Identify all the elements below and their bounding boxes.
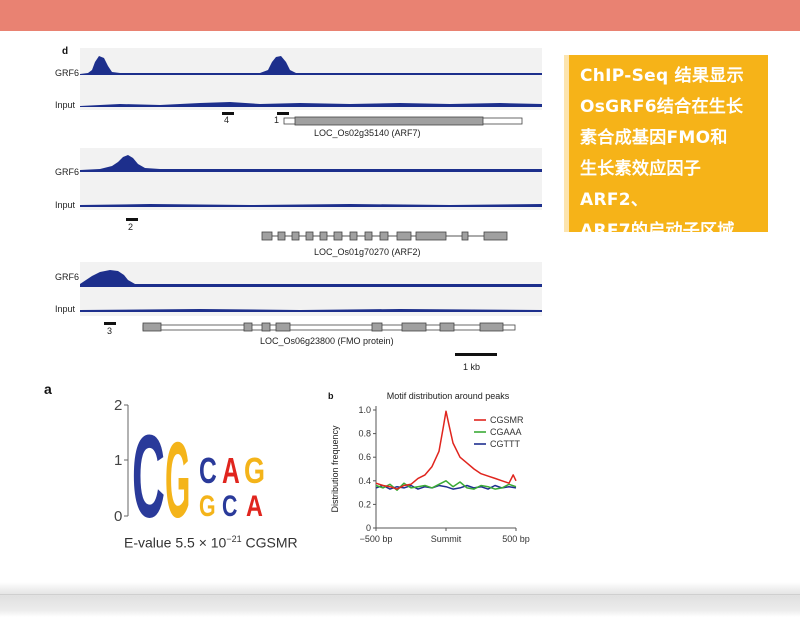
gene-fmo-body [142,324,516,331]
logo-letter-pos1: C [132,410,165,542]
motif-distribution-chart: Motif distribution around peaks Distribu… [330,391,530,544]
top-banner [0,0,800,31]
track3-input-label: Input [55,304,76,314]
track2-chip-signal [80,155,542,172]
sequence-logo: 2 1 0 C G C G A C G A [114,397,265,542]
legend-label-cgsmr: CGSMR [490,415,524,425]
legend-label-cgttt: CGTTT [490,439,520,449]
chart-title: Motif distribution around peaks [387,391,510,401]
logo-letter-pos4-top: A [222,450,240,491]
callout-line: ARF7的启动子区域 [580,221,735,241]
logo-letter-pos3-top: C [199,450,217,491]
chart-axes: 0 0.2 0.4 0.6 0.8 1.0 −500 bp Summit 500 bp [358,405,529,544]
binding-site-bar [126,218,138,221]
track1-input-signal [80,102,542,107]
logo-ytick-label: 0 [114,508,122,525]
series-line-cgsmr [375,410,517,490]
chart-y-tick-label: 0 [366,523,371,533]
evalue-prefix: E-value 5.5 × 10 [124,534,227,551]
scale-bar [455,353,497,356]
chart-y-tick-label: 0.8 [358,429,371,439]
logo-letter-pos2: G [165,420,190,540]
gene-arf7-exon [294,116,484,126]
chipseq-tracks [80,48,542,356]
callout-line: ChIP-Seq 结果显示 [580,66,744,86]
track2-background [80,148,542,210]
binding-site-bar [104,322,116,325]
site-label: 2 [128,222,134,232]
track1-chip-label: GRF6 [55,68,80,78]
gene-label-arf2: LOC_Os01g70270 (ARF2) [314,247,421,257]
track3-background [80,262,542,316]
footer-divider [0,594,800,595]
binding-site-bar [277,112,289,115]
callout-text: ChIP-Seq 结果显示 OsGRF6结合在生长 素合成基因FMO和 生长素效… [580,61,758,247]
logo-letter-pos5-top: G [244,450,265,491]
gene-label-fmo: LOC_Os06g23800 (FMO protein) [260,336,394,346]
footer-shadow [0,582,800,617]
track2-chip-label: GRF6 [55,167,80,177]
chart-x-tick-label: −500 bp [360,534,393,544]
chart-y-tick-label: 1.0 [358,405,371,415]
logo-letter-pos4-bottom: C [222,488,238,523]
track2-input-label: Input [55,200,76,210]
track1-input-label: Input [55,100,76,110]
scale-bar-label: 1 kb [463,362,481,372]
callout-stripe [564,55,569,232]
track1-background [80,48,542,110]
chart-y-tick-label: 0.6 [358,452,371,462]
chart-x-tick-label: 500 bp [502,534,530,544]
logo-letter-pos5-bottom: A [246,489,263,522]
binding-site-bar [222,112,234,115]
annotation-callout: ChIP-Seq 结果显示 OsGRF6结合在生长 素合成基因FMO和 生长素效… [564,55,768,241]
chart-ylabel: Distribution frequency [330,425,340,513]
track3-chip-label: GRF6 [55,272,80,282]
gene-fmo-exons [142,322,504,332]
chart-y-tick-label: 0.2 [358,499,371,509]
site-label: 3 [107,326,113,336]
legend-label-cgaaa: CGAAA [490,427,522,437]
track1-chip-signal [80,56,542,75]
callout-line: 素合成基因FMO和 [580,128,728,148]
panel-a-letter: a [44,381,52,397]
site-label: 4 [224,115,230,125]
chart-x-tick-label: Summit [431,534,462,544]
chart-series [375,410,517,491]
callout-line: 生长素效应因子ARF2、 [580,159,702,210]
chart-legend: CGSMR CGAAA CGTTT [474,415,524,449]
panel-b-letter: b [328,391,334,401]
track3-chip-signal [80,270,542,287]
evalue-caption: E-value 5.5 × 10−21 CGSMR [124,534,298,551]
evalue-suffix: CGSMR [241,534,298,551]
logo-ytick-label: 1 [114,452,122,469]
panel-d-letter: d [62,46,69,57]
gene-label-arf7: LOC_Os02g35140 (ARF7) [314,128,421,138]
evalue-exponent: −21 [226,534,242,544]
logo-letter-pos3-bottom: G [199,488,216,523]
track2-input-signal [80,204,542,207]
chart-y-tick-label: 0.4 [358,476,371,486]
site-label: 1 [274,115,280,125]
track3-input-signal [80,309,542,312]
callout-line: OsGRF6结合在生长 [580,97,744,117]
logo-ytick-label: 2 [114,397,122,414]
gene-arf2-exons [261,231,508,241]
